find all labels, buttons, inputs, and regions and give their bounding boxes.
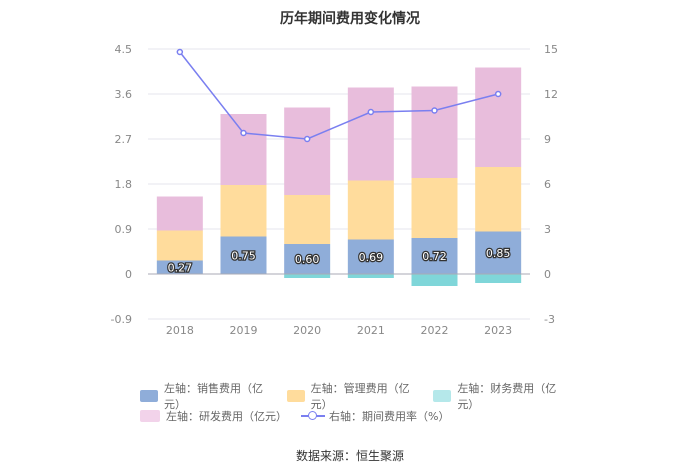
bar-segment <box>220 185 267 237</box>
right-axis-tick-label: 9 <box>544 133 551 146</box>
right-axis-tick-label: -3 <box>544 313 555 326</box>
bar-segment <box>411 86 458 178</box>
left-axis-tick-label: 4.5 <box>115 43 133 56</box>
legend-label-sales: 左轴：销售费用（亿元） <box>163 382 263 411</box>
bar-data-label: 0.85 <box>486 247 511 260</box>
expense-rate-point <box>176 48 184 56</box>
right-axis-tick-label: 15 <box>544 43 558 56</box>
bar-segment <box>411 274 458 286</box>
expense-rate-point <box>367 108 375 116</box>
right-axis-tick-label: 12 <box>544 88 558 101</box>
legend-swatch-finance <box>433 390 452 402</box>
x-axis-tick-label: 2021 <box>357 324 385 337</box>
legend-item-rnd[interactable]: 左轴：研发费用（亿元） <box>140 408 287 424</box>
chart-title: 历年期间费用变化情况 <box>280 11 420 27</box>
bar-segment <box>475 167 522 232</box>
bar-segment <box>347 239 394 274</box>
x-axis-tick-label: 2020 <box>293 324 321 337</box>
expense-rate-point <box>240 129 247 137</box>
left-axis-tick-label: 1.8 <box>115 178 133 191</box>
bar-segment <box>220 236 267 274</box>
x-axis-tick-label: 2023 <box>484 324 512 337</box>
bar-segment <box>284 195 331 244</box>
bar-segment <box>284 274 331 278</box>
expense-rate-point <box>303 135 311 143</box>
bar-data-label: 0.75 <box>231 249 256 262</box>
bar-segment <box>411 178 458 238</box>
left-axis-tick-label: 0 <box>125 268 132 281</box>
legend-swatch-sales <box>140 390 158 402</box>
legend-label-expense-rate: 右轴：期间费用率（%） <box>329 410 450 423</box>
bar-segment <box>156 196 203 231</box>
expense-rate-point <box>431 107 438 114</box>
bar-segment <box>347 180 394 240</box>
expense-rate-point <box>494 90 502 98</box>
legend-item-admin[interactable]: 左轴：管理费用（亿元） <box>286 380 420 412</box>
bar-segment <box>475 231 522 274</box>
legend-label-rnd: 左轴：研发费用（亿元） <box>166 410 287 423</box>
chart-legend: 左轴：销售费用（亿元） 左轴：管理费用（亿元） 左轴：财务费用（亿元） 左轴：研… <box>140 382 580 426</box>
bar-data-label: 0.60 <box>295 253 320 266</box>
bar-segment <box>284 107 331 195</box>
bar-segment <box>347 274 394 278</box>
data-source-note: 数据来源：恒生聚源 <box>295 449 404 463</box>
bar-segment <box>156 260 203 274</box>
right-axis-tick-label: 0 <box>544 268 551 281</box>
x-axis-tick-label: 2022 <box>421 324 449 337</box>
expense-rate-line <box>179 51 499 140</box>
x-axis-tick-label: 2019 <box>230 324 258 337</box>
legend-label-finance: 左轴：财务费用（亿元） <box>457 382 557 411</box>
left-axis-tick-label: -0.9 <box>111 313 132 326</box>
legend-swatch-admin <box>286 390 305 402</box>
legend-swatch-expense-rate <box>301 410 325 422</box>
legend-item-expense-rate[interactable]: 右轴：期间费用率（%） <box>301 408 449 424</box>
bar-segment <box>475 274 522 283</box>
bar-segment <box>411 238 458 274</box>
legend-label-admin: 左轴：管理费用（亿元） <box>310 382 410 411</box>
legend-item-finance[interactable]: 左轴：财务费用（亿元） <box>433 380 566 412</box>
bar-data-label: 0.72 <box>422 250 447 263</box>
bar-segment <box>475 67 522 167</box>
right-axis-tick-label: 6 <box>544 178 551 191</box>
bar-data-label: 0.27 <box>168 261 193 274</box>
legend-item-sales[interactable]: 左轴：销售费用（亿元） <box>140 380 273 412</box>
bar-segment <box>220 114 267 185</box>
bar-segment <box>284 244 331 274</box>
left-axis-tick-label: 3.6 <box>115 88 133 101</box>
left-axis-tick-label: 0.9 <box>115 223 133 236</box>
bar-segment <box>156 230 203 261</box>
bar-segment <box>347 87 394 181</box>
legend-swatch-rnd <box>140 410 160 422</box>
bar-data-label: 0.69 <box>359 251 384 264</box>
left-axis-tick-label: 2.7 <box>115 133 133 146</box>
x-axis-tick-label: 2018 <box>166 324 194 337</box>
right-axis-tick-label: 3 <box>544 223 551 236</box>
